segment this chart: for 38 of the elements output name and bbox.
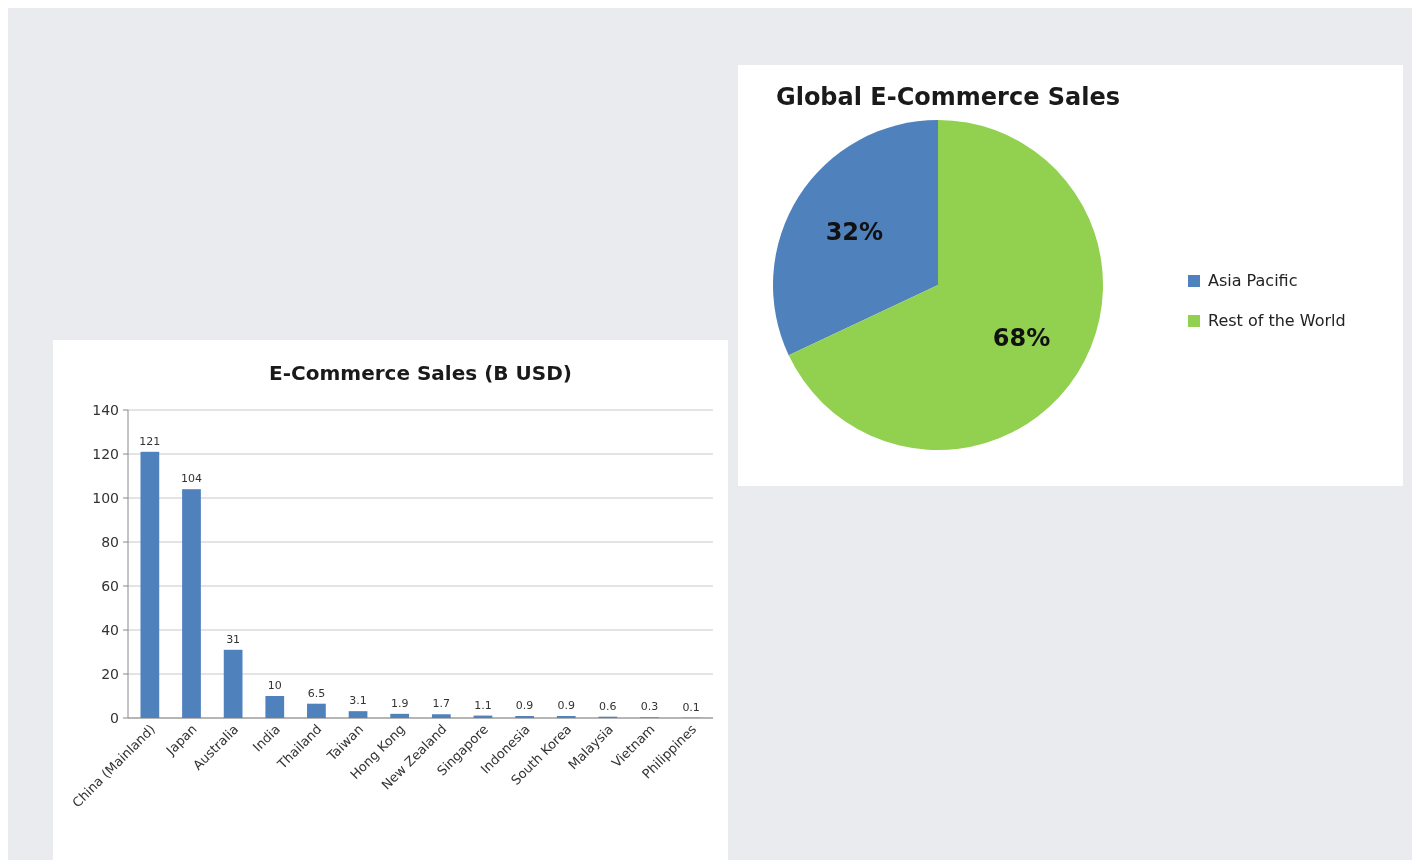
bar (223, 649, 243, 718)
data-label: 121 (139, 434, 161, 448)
data-label: 0.3 (640, 700, 659, 714)
legend-label: Asia Pacific (1208, 271, 1298, 290)
data-label: 0.6 (599, 699, 617, 713)
pie-slice (773, 120, 938, 356)
y-tick-label: 40 (101, 622, 119, 638)
y-tick-label: 120 (92, 446, 119, 462)
pie-slice (788, 120, 1103, 450)
bar (140, 451, 160, 718)
bar (265, 696, 285, 718)
data-label: 0.9 (515, 699, 534, 713)
chart-title: E-Commerce Sales (B USD) (269, 361, 572, 385)
data-label: 1.7 (432, 697, 451, 711)
bar (431, 714, 451, 718)
data-label: 6.5 (307, 686, 326, 700)
bar (348, 711, 368, 718)
data-label: 0.9 (557, 699, 575, 713)
bar (182, 489, 201, 718)
bar (307, 703, 326, 718)
y-tick-label: 80 (101, 534, 119, 550)
data-label: 68% (992, 324, 1051, 353)
chart-title: Global E-Commerce Sales (775, 83, 1121, 111)
data-label: 10 (267, 679, 282, 692)
y-tick-label: 0 (110, 710, 119, 726)
bar (390, 713, 410, 718)
data-label: 3.1 (349, 694, 367, 708)
data-label: 32% (825, 217, 884, 246)
y-tick-label: 20 (101, 666, 119, 682)
data-label: 104 (181, 472, 202, 486)
legend-label: Rest of the World (1208, 311, 1346, 330)
y-tick-label: 140 (92, 402, 119, 418)
y-tick-label: 100 (92, 490, 119, 506)
data-label: 1.9 (390, 696, 409, 710)
data-label: 1.1 (474, 698, 492, 712)
data-label: 0.1 (682, 700, 700, 714)
y-tick-label: 60 (101, 578, 119, 594)
data-label: 31 (226, 632, 241, 646)
